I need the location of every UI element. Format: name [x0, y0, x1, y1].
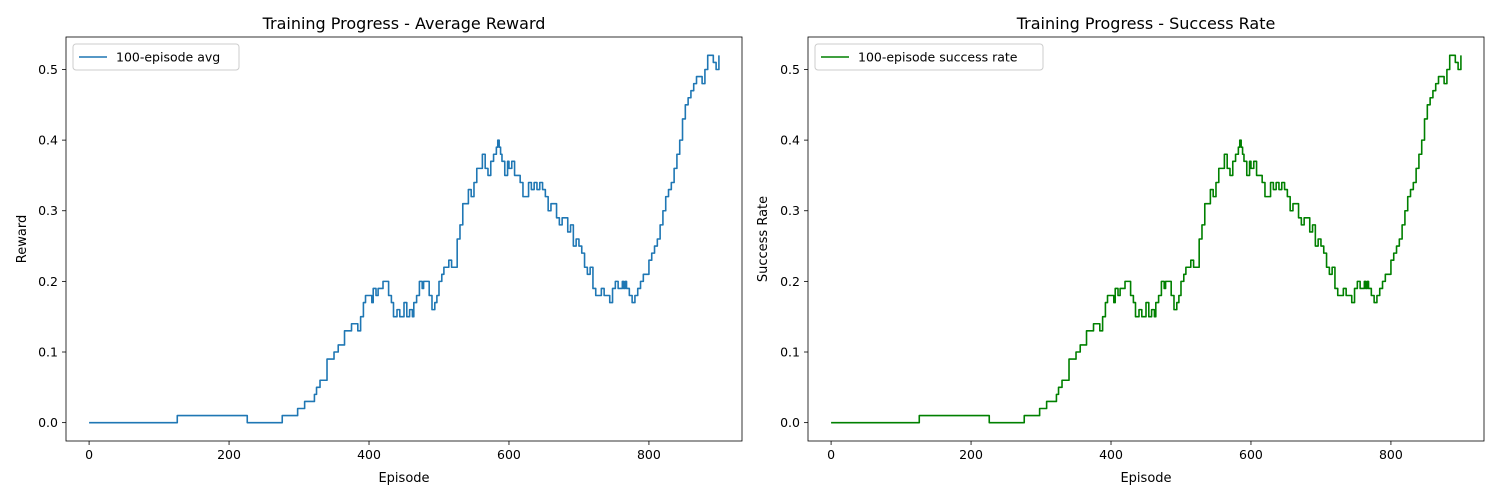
y-tick-label: 0.2 — [780, 274, 800, 289]
y-tick-label: 0.0 — [38, 415, 58, 430]
chart-success-rate: Training Progress - Success Rate 0 200 400… — [756, 14, 1485, 486]
y-tick-label: 0.4 — [38, 133, 58, 148]
x-tick-label: 600 — [497, 447, 521, 462]
y-tick-label: 0.0 — [780, 415, 800, 430]
legend-reward: 100-episode avg — [72, 43, 240, 71]
y-tick-label: 0.3 — [38, 203, 58, 218]
series-line-reward — [89, 54, 720, 424]
y-tick-label: 0.5 — [38, 62, 58, 77]
x-tick-label: 400 — [1099, 447, 1123, 462]
y-tick-label: 0.1 — [38, 345, 58, 360]
chart-reward: Training Progress - Average Reward 0 200 4… — [15, 14, 743, 486]
x-tick-label: 0 — [827, 447, 835, 462]
x-axis-label-success-rate: Episode — [1120, 471, 1171, 486]
chart-title-reward: Training Progress - Average Reward — [262, 14, 546, 33]
legend-success-rate: 100-episode success rate — [814, 43, 1044, 71]
y-axis-label-reward: Reward — [15, 215, 30, 263]
y-tick-label: 0.1 — [780, 345, 800, 360]
legend-box-success-rate — [814, 43, 1044, 71]
legend-label-reward: 100-episode avg — [116, 50, 220, 65]
y-tick-label: 0.5 — [780, 62, 800, 77]
plot-area-reward — [66, 37, 742, 441]
y-axis-label-success-rate: Success Rate — [756, 196, 771, 282]
ticks-success-rate: 0 200 400 600 800 0.0 0.1 0.2 0.3 0.4 0.5 — [780, 62, 1403, 462]
x-tick-label: 800 — [1379, 447, 1403, 462]
axes-frame-success-rate — [807, 36, 1485, 442]
x-axis-label-reward: Episode — [378, 471, 429, 486]
series-reward — [89, 54, 720, 424]
x-tick-label: 200 — [959, 447, 983, 462]
x-tick-label: 800 — [637, 447, 661, 462]
x-tick-label: 0 — [85, 447, 93, 462]
x-tick-label: 200 — [217, 447, 241, 462]
legend-label-success-rate: 100-episode success rate — [858, 50, 1018, 65]
plot-area-success-rate — [808, 37, 1484, 441]
x-tick-label: 600 — [1239, 447, 1263, 462]
x-tick-label: 400 — [357, 447, 381, 462]
series-success-rate — [831, 54, 1462, 424]
y-tick-label: 0.3 — [780, 203, 800, 218]
legend-box-reward — [72, 43, 240, 71]
y-tick-label: 0.2 — [38, 274, 58, 289]
chart-title-success-rate: Training Progress - Success Rate — [1016, 14, 1276, 33]
axes-frame-reward — [65, 36, 743, 442]
y-tick-label: 0.4 — [780, 133, 800, 148]
ticks-reward: 0 200 400 600 800 0.0 0.1 0.2 0.3 0.4 0.5 — [38, 62, 661, 462]
series-line-success-rate — [831, 54, 1462, 424]
